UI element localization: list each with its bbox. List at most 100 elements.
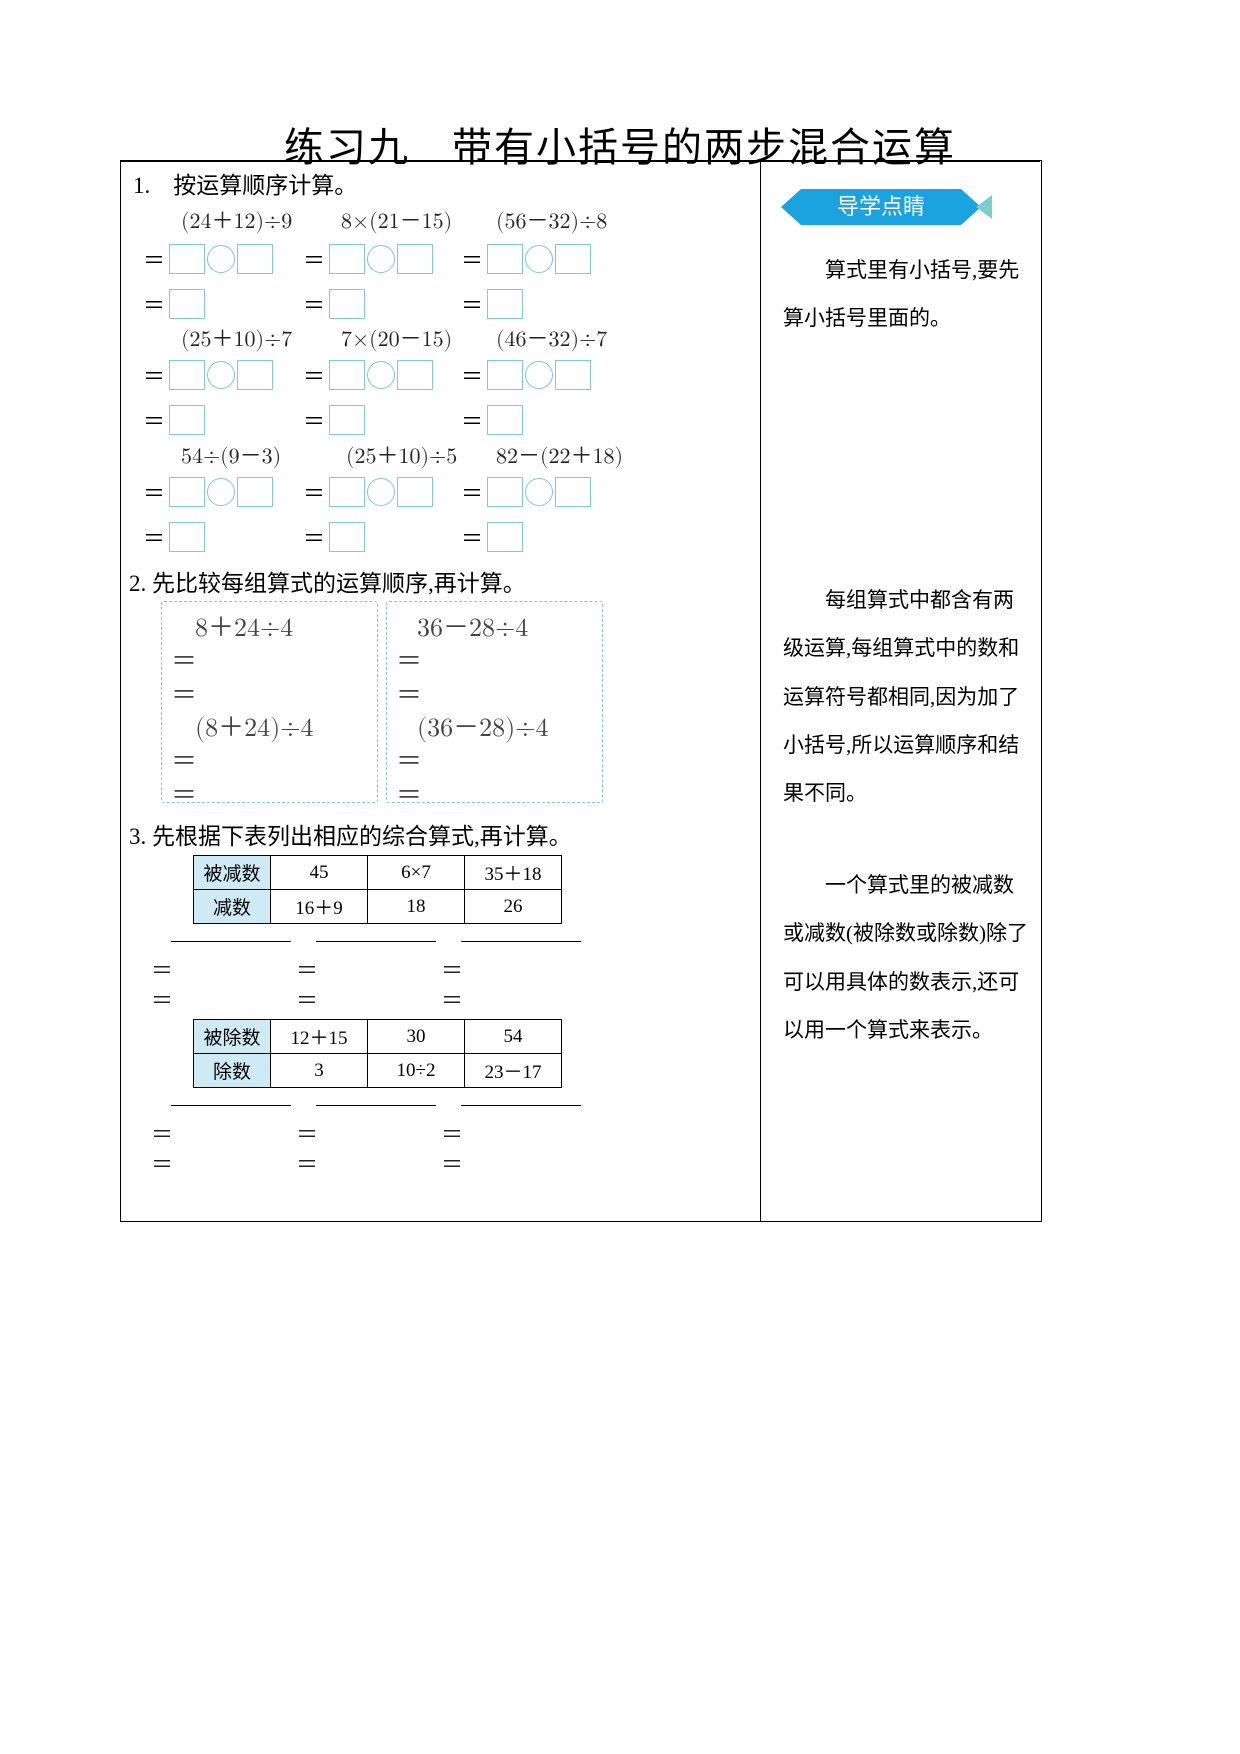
table-1: 被减数 45 6×7 35＋18 减数 16＋9 18 26: [193, 855, 562, 924]
blank[interactable]: [169, 289, 205, 319]
tip-2: 每组算式中都含有两级运算,每组算式中的数和运算符号都相同,因为加了小括号,所以运…: [783, 576, 1028, 817]
td: 23－17: [465, 1054, 562, 1088]
q3-label: 3. 先根据下表列出相应的综合算式,再计算。: [129, 817, 572, 851]
td: 3: [271, 1054, 368, 1088]
underline[interactable]: [171, 941, 291, 942]
blank[interactable]: [329, 289, 365, 319]
blank[interactable]: [169, 522, 205, 552]
expr: (25＋10)÷5: [346, 438, 457, 470]
eq: ＝: [171, 675, 197, 713]
underline[interactable]: [316, 1105, 436, 1106]
blank[interactable]: [169, 405, 205, 435]
blank-op[interactable]: [367, 478, 395, 506]
eq: ＝: [171, 641, 197, 679]
eq: ＝: [441, 983, 463, 1015]
eq: ＝: [296, 953, 318, 985]
underline[interactable]: [461, 941, 581, 942]
eq: ＝: [396, 741, 422, 779]
blank-row: ＝: [461, 404, 523, 436]
blank[interactable]: [487, 244, 523, 274]
blank-row: ＝: [143, 288, 205, 320]
blank[interactable]: [329, 477, 365, 507]
blank-op[interactable]: [207, 478, 235, 506]
blank[interactable]: [487, 360, 523, 390]
expr: (36－28)÷4: [417, 707, 548, 745]
blank-row: ＝: [461, 243, 591, 275]
th: 被减数: [194, 856, 271, 890]
blank[interactable]: [237, 244, 273, 274]
td: 54: [465, 1020, 562, 1054]
eq: ＝: [396, 775, 422, 813]
td: 45: [271, 856, 368, 890]
expr: 8＋24÷4: [195, 607, 293, 645]
td: 18: [368, 890, 465, 924]
blank[interactable]: [397, 477, 433, 507]
td: 10÷2: [368, 1054, 465, 1088]
expr: 36－28÷4: [417, 607, 528, 645]
blank[interactable]: [329, 244, 365, 274]
underline[interactable]: [316, 941, 436, 942]
expr: (46－32)÷7: [496, 321, 607, 353]
td: 30: [368, 1020, 465, 1054]
td: 6×7: [368, 856, 465, 890]
blank-row: ＝: [143, 359, 273, 391]
blank[interactable]: [487, 522, 523, 552]
eq: ＝: [171, 741, 197, 779]
blank[interactable]: [237, 477, 273, 507]
blank-row: ＝: [461, 359, 591, 391]
eq: ＝: [296, 1147, 318, 1179]
blank-op[interactable]: [207, 361, 235, 389]
blank[interactable]: [487, 289, 523, 319]
expr: 8×(21－15): [341, 203, 452, 235]
blank-op[interactable]: [525, 245, 553, 273]
blank-op[interactable]: [525, 478, 553, 506]
underline[interactable]: [461, 1105, 581, 1106]
eq: ＝: [151, 953, 173, 985]
callout: 导学点睛: [781, 189, 981, 225]
expr: (8＋24)÷4: [195, 707, 313, 745]
eq: ＝: [441, 953, 463, 985]
blank-row: ＝: [143, 404, 205, 436]
blank-row: ＝: [143, 476, 273, 508]
th: 除数: [194, 1054, 271, 1088]
q1-label: 1. 按运算顺序计算。: [133, 166, 357, 200]
underline[interactable]: [171, 1105, 291, 1106]
tip-3: 一个算式里的被减数或减数(被除数或除数)除了可以用具体的数表示,还可以用一个算式…: [783, 861, 1028, 1054]
blank[interactable]: [555, 360, 591, 390]
eq: ＝: [441, 1117, 463, 1149]
blank[interactable]: [169, 360, 205, 390]
blank-row: ＝: [303, 404, 365, 436]
blank[interactable]: [397, 360, 433, 390]
blank[interactable]: [329, 405, 365, 435]
blank-op[interactable]: [367, 361, 395, 389]
expr: 82－(22＋18): [496, 438, 623, 470]
blank[interactable]: [169, 244, 205, 274]
eq: ＝: [151, 1147, 173, 1179]
blank-row: ＝: [461, 521, 523, 553]
blank[interactable]: [329, 522, 365, 552]
blank-row: ＝: [143, 521, 205, 553]
blank[interactable]: [169, 477, 205, 507]
blank[interactable]: [329, 360, 365, 390]
td: 12＋15: [271, 1020, 368, 1054]
sidebar: 导学点睛 算式里有小括号,要先算小括号里面的。 每组算式中都含有两级运算,每组算…: [760, 161, 1041, 1221]
th: 被除数: [194, 1020, 271, 1054]
blank[interactable]: [237, 360, 273, 390]
blank-row: ＝: [303, 359, 433, 391]
expr: (24＋12)÷9: [181, 203, 292, 235]
expr: 7×(20－15): [341, 321, 452, 353]
blank[interactable]: [487, 477, 523, 507]
blank-op[interactable]: [367, 245, 395, 273]
eq: ＝: [296, 1117, 318, 1149]
blank-row: ＝: [303, 288, 365, 320]
blank[interactable]: [397, 244, 433, 274]
blank[interactable]: [555, 477, 591, 507]
blank-row: ＝: [143, 243, 273, 275]
expr: 54÷(9－3): [181, 438, 281, 470]
blank[interactable]: [487, 405, 523, 435]
td: 16＋9: [271, 890, 368, 924]
blank[interactable]: [555, 244, 591, 274]
blank-op[interactable]: [525, 361, 553, 389]
blank-op[interactable]: [207, 245, 235, 273]
th: 减数: [194, 890, 271, 924]
